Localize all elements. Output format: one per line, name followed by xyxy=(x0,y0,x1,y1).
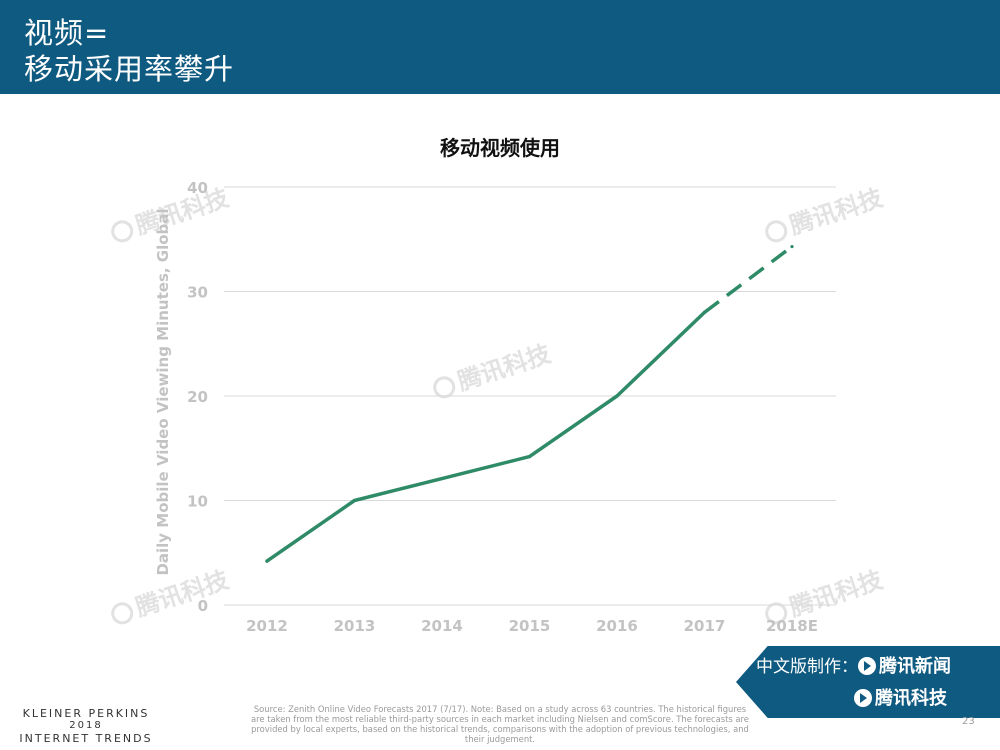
data-point xyxy=(527,455,532,459)
data-point xyxy=(790,244,794,249)
slide-title-line2: 移动采用率攀升 xyxy=(24,52,235,86)
y-tick-label: 40 xyxy=(187,179,208,197)
y-tick-label: 30 xyxy=(187,284,208,302)
chart-title: 移动视频使用 xyxy=(440,136,560,160)
credit-prefix: 中文版制作： xyxy=(756,657,858,677)
x-tick-label: 2012 xyxy=(246,617,288,635)
y-tick-label: 0 xyxy=(198,597,208,615)
series-line-forecast xyxy=(703,245,794,314)
source-note: Source: Zenith Online Video Forecasts 20… xyxy=(251,704,749,744)
credit-brand-tech: 腾讯科技 xyxy=(875,688,947,709)
page-number: 23 xyxy=(962,716,975,727)
y-axis-label: Daily Mobile Video Viewing Minutes, Glob… xyxy=(154,208,172,575)
header-bar: 视频= 移动采用率攀升 xyxy=(0,0,1000,94)
data-point xyxy=(702,310,707,314)
credit-brand-news: 腾讯新闻 xyxy=(879,656,951,677)
x-tick-label: 2015 xyxy=(509,617,551,635)
tencent-tech-logo-icon xyxy=(854,689,872,707)
x-tick-label: 2018E xyxy=(766,617,818,635)
slide-title-line1: 视频= xyxy=(24,16,110,50)
x-tick-label: 2016 xyxy=(596,617,638,635)
x-tick-label: 2013 xyxy=(334,617,376,635)
y-tick-label: 20 xyxy=(187,388,208,406)
grid-layer xyxy=(224,186,836,606)
kp-brand-line2: 2018 xyxy=(69,720,103,731)
axis-layer: 0 10 20 30 40 2012 2013 2014 2015 2016 2017 2018E Da… xyxy=(154,179,818,635)
data-point xyxy=(265,559,269,563)
data-point xyxy=(615,394,619,398)
tencent-news-logo-icon xyxy=(858,657,876,675)
x-tick-label: 2014 xyxy=(421,617,463,635)
data-point xyxy=(352,498,357,503)
y-tick-label: 10 xyxy=(187,493,208,511)
kp-brand-line1: KLEINER PERKINS xyxy=(22,707,150,720)
x-tick-label: 2017 xyxy=(684,617,726,635)
kp-brand-line3: INTERNET TRENDS xyxy=(19,732,153,745)
credit-line2: 腾讯科技 xyxy=(854,684,947,710)
series-layer xyxy=(265,244,794,563)
data-point xyxy=(440,476,444,481)
credit-line1: 中文版制作： 腾讯新闻 xyxy=(756,652,951,678)
series-line-actual xyxy=(265,310,707,563)
